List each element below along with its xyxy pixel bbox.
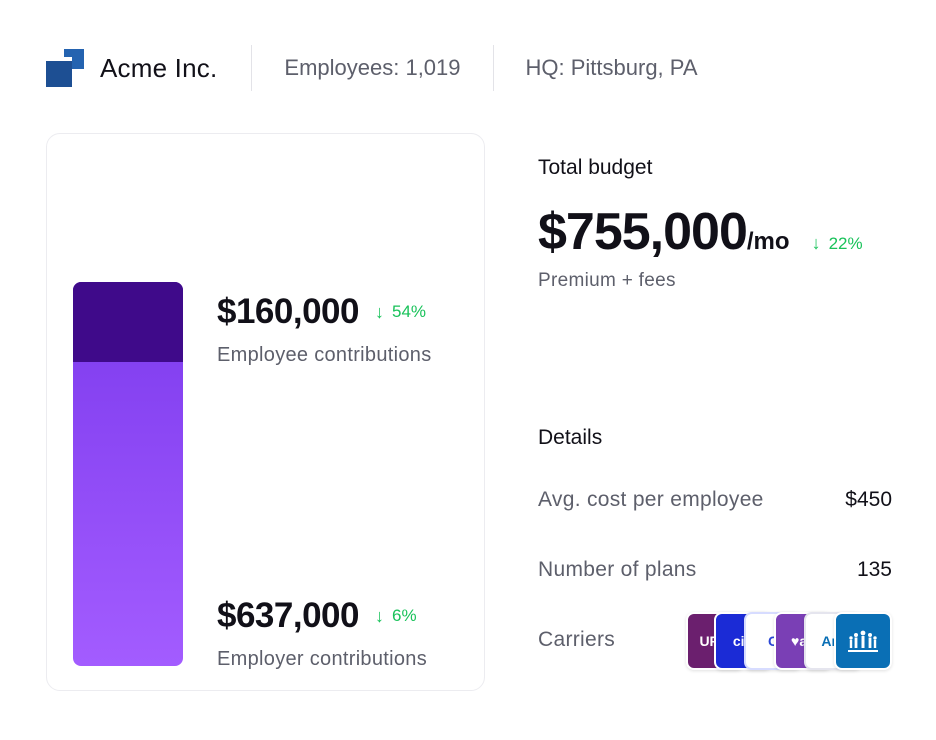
employee-contributions-change-value: 54% (391, 302, 427, 321)
detail-row-carriers: Carriers UPM cig C ♥ae Ant (538, 612, 892, 670)
company-logo-icon (46, 49, 84, 87)
avg-cost-value: $450 (845, 488, 892, 511)
details-section: Details Avg. cost per employee $450 Numb… (538, 426, 892, 670)
contributions-bar (73, 282, 183, 666)
total-budget-title: Total budget (538, 156, 653, 179)
arrow-down-icon: ↓ (374, 301, 384, 322)
employee-count: Employees: 1,019 (284, 55, 461, 80)
employer-contributions-amount: $637,000 (217, 596, 359, 635)
detail-row-plans: Number of plans 135 (538, 550, 892, 590)
arrow-down-icon: ↓ (374, 605, 384, 626)
arrow-down-icon: ↓ (811, 233, 821, 253)
headquarters: HQ: Pittsburg, PA (525, 55, 698, 80)
total-budget-unit: /mo (746, 228, 790, 255)
total-budget-subtitle: Premium + fees (538, 270, 676, 291)
header-bar: Acme Inc. Employees: 1,019 HQ: Pittsburg… (46, 44, 730, 92)
total-budget-change: ↓ 22% (812, 233, 863, 254)
employee-contributions-stat: $160,000 ↓ 54% Employee contributions (217, 292, 432, 367)
employee-contributions-label: Employee contributions (217, 344, 432, 366)
employer-contributions-change: ↓ 6% (375, 606, 417, 627)
employer-contributions-label: Employer contributions (217, 648, 428, 670)
total-budget-section: Total budget $755,000 /mo ↓ 22% Premium … (538, 156, 898, 292)
plans-value: 135 (856, 558, 892, 581)
header-divider (251, 45, 253, 91)
details-title: Details (538, 426, 603, 449)
company-name: Acme Inc. (100, 52, 218, 83)
contributions-card: $160,000 ↓ 54% Employee contributions $6… (46, 133, 485, 691)
total-budget-amount: $755,000 (538, 203, 748, 261)
employee-contributions-bar-segment (73, 282, 183, 362)
employee-contributions-change: ↓ 54% (375, 302, 426, 323)
detail-row-avg-cost: Avg. cost per employee $450 (538, 480, 892, 520)
plans-label: Number of plans (538, 558, 697, 581)
avg-cost-label: Avg. cost per employee (538, 488, 764, 511)
employee-contributions-amount: $160,000 (217, 292, 359, 331)
employer-contributions-change-value: 6% (391, 606, 417, 625)
header-divider (492, 45, 494, 91)
total-budget-change-value: 22% (828, 233, 863, 253)
carrier-logos[interactable]: UPM cig C ♥ae Ant (686, 612, 892, 670)
employer-contributions-stat: $637,000 ↓ 6% Employer contributions (217, 596, 427, 671)
kaiser-logo-icon (834, 612, 892, 670)
carriers-label: Carriers (538, 628, 616, 651)
